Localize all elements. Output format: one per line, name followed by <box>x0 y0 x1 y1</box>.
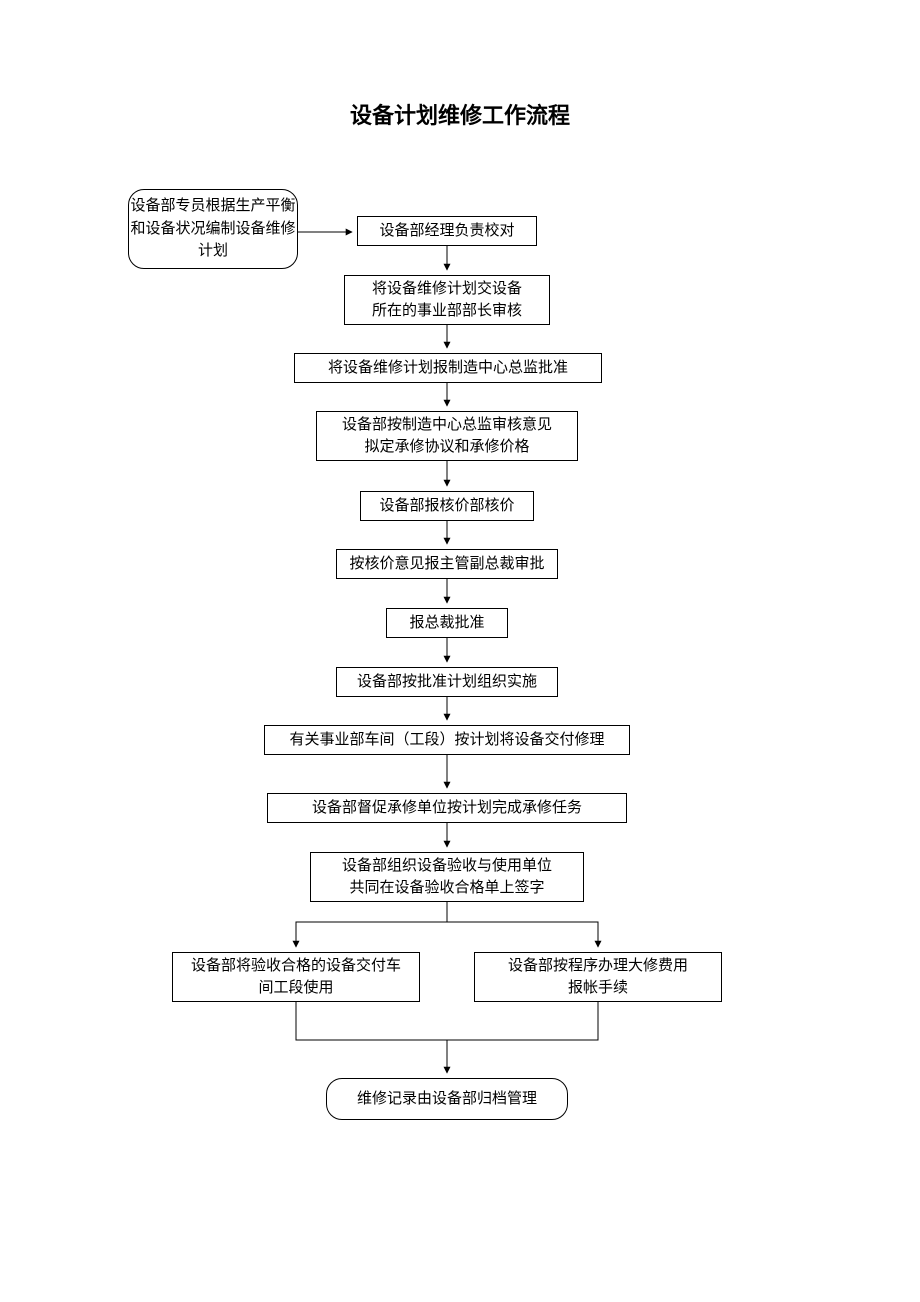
flow-node-2: 将设备维修计划交设备 所在的事业部部长审核 <box>344 275 550 325</box>
flow-node-8: 设备部按批准计划组织实施 <box>336 667 558 697</box>
flow-node-4: 设备部按制造中心总监审核意见 拟定承修协议和承修价格 <box>316 411 578 461</box>
page-title: 设备计划维修工作流程 <box>0 98 920 130</box>
flow-node-6: 按核价意见报主管副总裁审批 <box>336 549 558 579</box>
flow-edge <box>296 1002 447 1073</box>
flow-node-9: 有关事业部车间（工段）按计划将设备交付修理 <box>264 725 630 755</box>
flow-edge <box>447 1002 598 1040</box>
flow-node-start: 设备部专员根据生产平衡和设备状况编制设备维修计划 <box>128 189 298 269</box>
flow-node-12b: 设备部按程序办理大修费用 报帐手续 <box>474 952 722 1002</box>
flow-edge <box>447 902 598 947</box>
flow-node-7: 报总裁批准 <box>386 608 508 638</box>
flow-node-12a: 设备部将验收合格的设备交付车 间工段使用 <box>172 952 420 1002</box>
flow-node-end: 维修记录由设备部归档管理 <box>326 1078 568 1120</box>
flow-node-11: 设备部组织设备验收与使用单位 共同在设备验收合格单上签字 <box>310 852 584 902</box>
flow-node-10: 设备部督促承修单位按计划完成承修任务 <box>267 793 627 823</box>
flow-node-3: 将设备维修计划报制造中心总监批准 <box>294 353 602 383</box>
flow-edge <box>296 902 447 947</box>
flow-node-1: 设备部经理负责校对 <box>357 216 537 246</box>
flow-node-5: 设备部报核价部核价 <box>360 491 534 521</box>
